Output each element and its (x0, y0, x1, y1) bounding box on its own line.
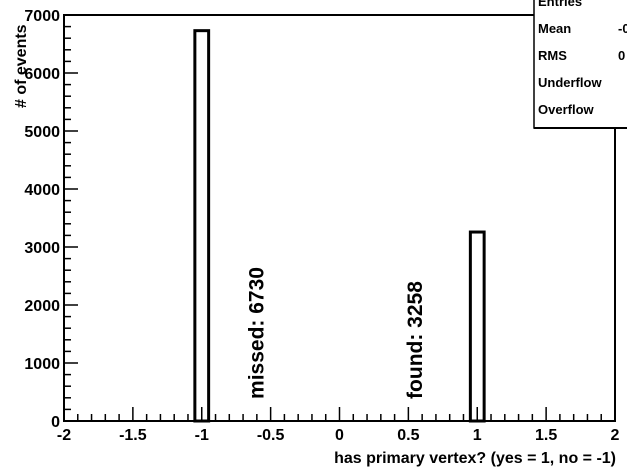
y-tick-label: 6000 (24, 66, 60, 83)
x-tick-label: 1 (473, 427, 482, 444)
histogram-bar (468, 230, 486, 423)
plot-area-border (63, 14, 616, 422)
stats-box-border (533, 0, 627, 129)
annotation-label: found: 3258 (404, 281, 427, 399)
stats-label: Mean (538, 21, 571, 36)
stats-value: -0 (618, 21, 627, 36)
y-tick-label: 0 (51, 414, 60, 431)
y-axis-title: # of events (13, 24, 30, 108)
histogram-bars (193, 29, 486, 423)
y-tick-label: 7000 (24, 8, 60, 25)
tick-labels: -2 -1.5 -1 -0.5 0 0.5 1 1.5 2 0 1000 2000 3000 4000 50… (24, 8, 619, 444)
axis-ticks (63, 14, 616, 422)
stats-label: Overflow (538, 102, 595, 117)
x-axis-title: has primary vertex? (yes = 1, no = -1) (334, 450, 616, 467)
x-tick-label: -1 (195, 427, 209, 444)
y-tick-label: 5000 (24, 124, 60, 141)
x-tick-label: 0.5 (397, 427, 419, 444)
x-tick-label: -2 (57, 427, 71, 444)
stats-label: Entries (538, 0, 582, 9)
stats-box: Entries Mean -0 RMS 0 Underflow Overflow (533, 0, 627, 129)
y-tick-label: 2000 (24, 298, 60, 315)
x-tick-label: -0.5 (257, 427, 285, 444)
annotations: missed: 6730 found: 3258 (246, 267, 427, 399)
x-tick-label: 2 (611, 427, 620, 444)
histogram-bar (193, 29, 211, 423)
x-tick-label: 1.5 (535, 427, 557, 444)
plot-frame (63, 14, 616, 422)
y-tick-label: 4000 (24, 182, 60, 199)
y-tick-label: 3000 (24, 240, 60, 257)
x-tick-label: -1.5 (119, 427, 147, 444)
stats-label: RMS (538, 48, 567, 63)
stats-value: 0 (618, 48, 625, 63)
y-tick-label: 1000 (24, 356, 60, 373)
stats-label: Underflow (538, 75, 602, 90)
annotation-label: missed: 6730 (246, 267, 269, 399)
x-tick-label: 0 (335, 427, 344, 444)
